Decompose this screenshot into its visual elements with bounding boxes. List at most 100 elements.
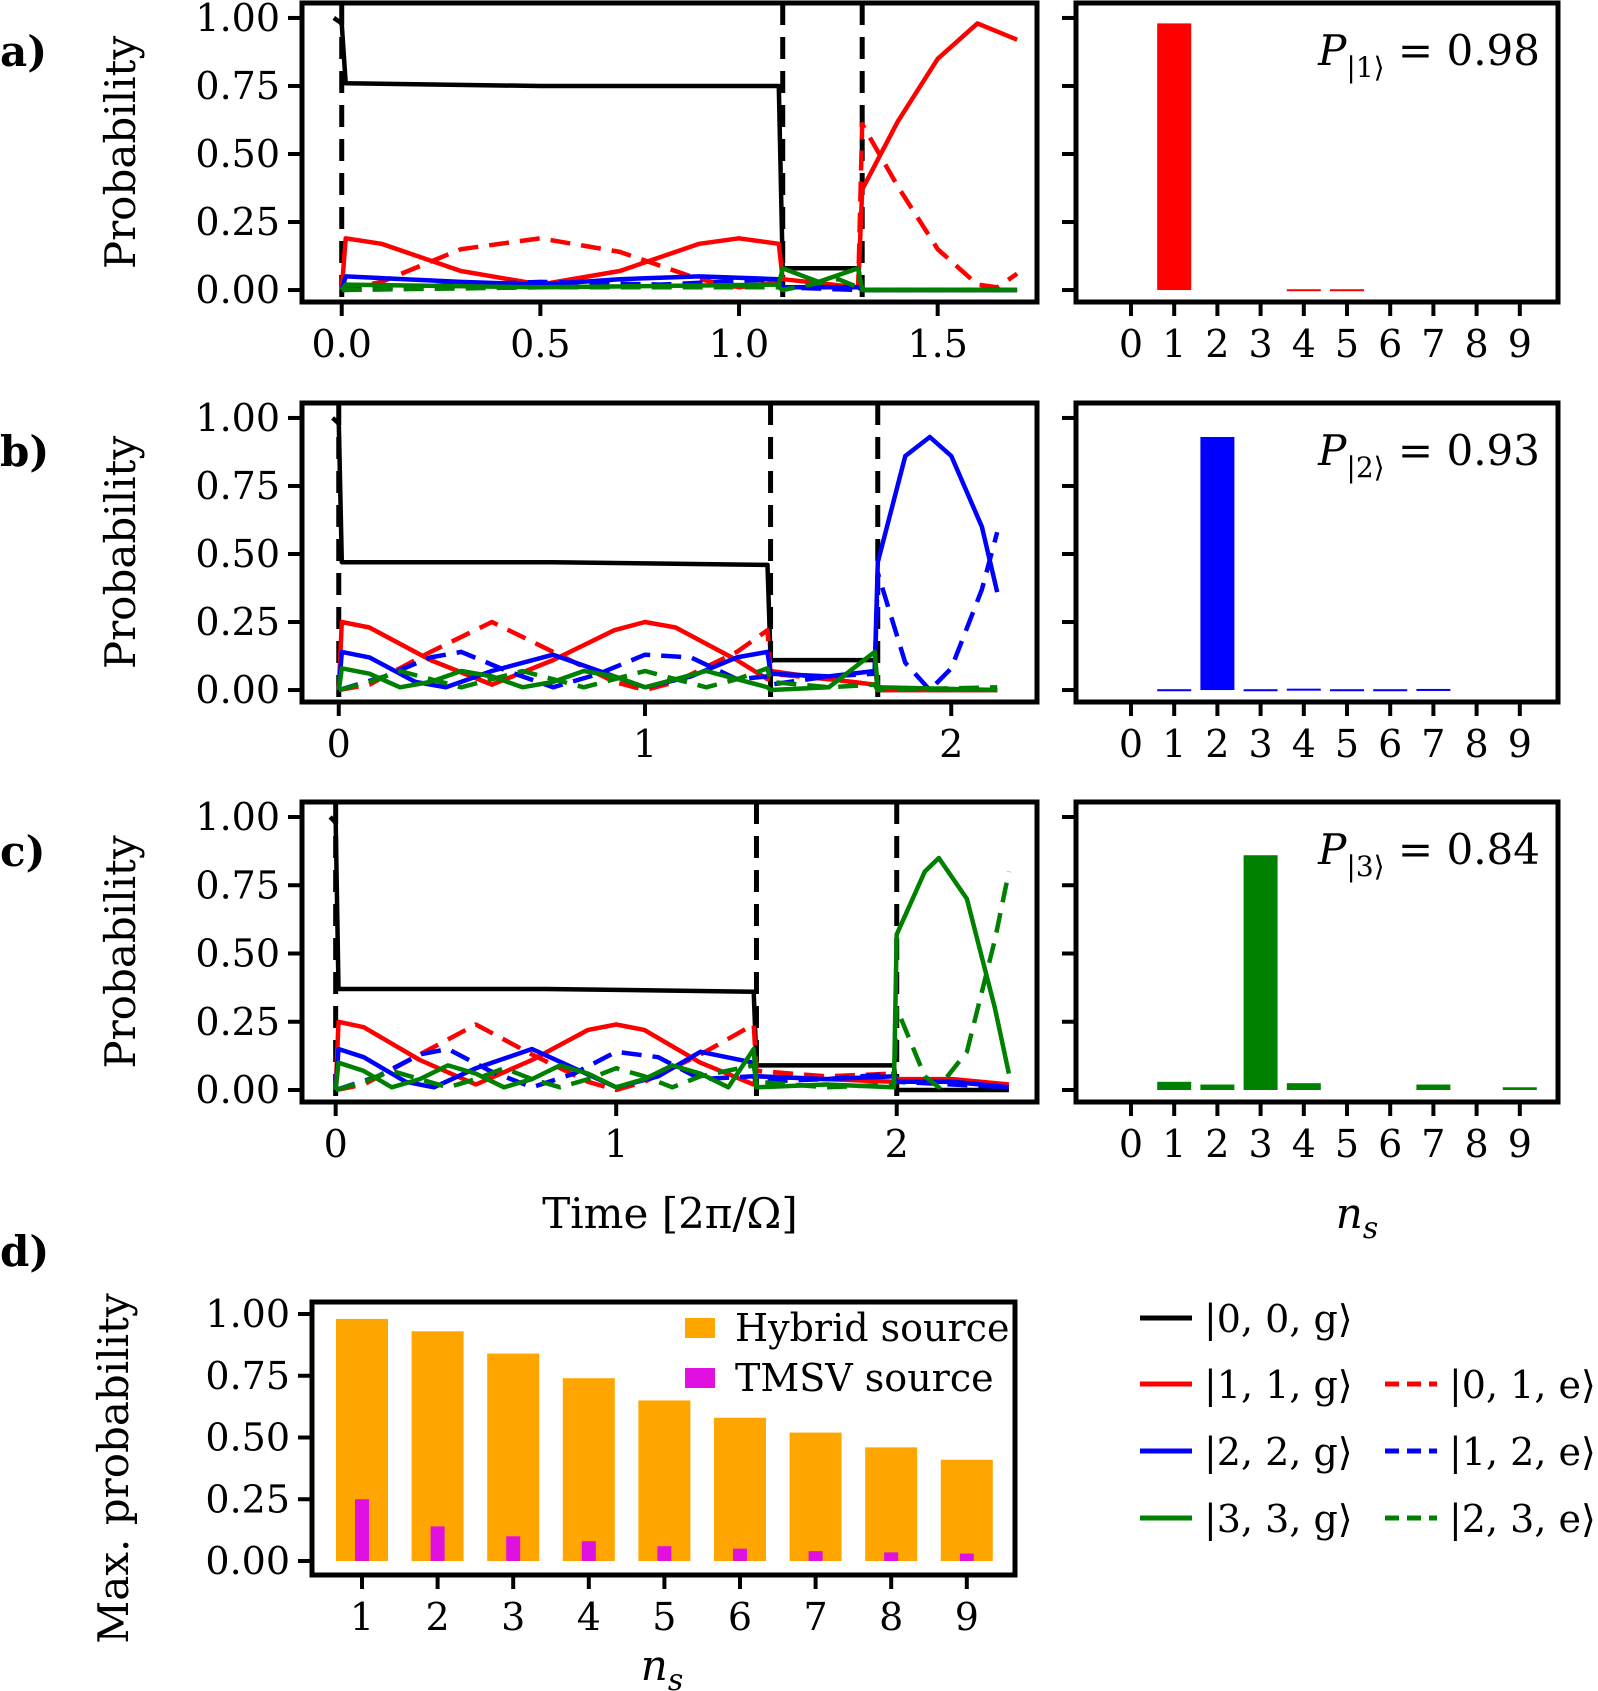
x-tick-label: 5 [1335,322,1359,366]
annotation-subscript: |3⟩ [1346,850,1384,883]
x-tick-label: 9 [955,1595,979,1639]
annotation-subscript: |1⟩ [1346,51,1384,84]
x-tick-label: 2 [1205,1122,1229,1166]
bar [1416,1084,1451,1090]
plots-layer: 0.00 0.25 0.50 0.75 1.00 0.0 0.5 1.0 1.5 Probabil… [89,0,1561,1644]
panel-letter-b: b) [0,427,49,476]
x-tick-label: 7 [1421,322,1445,366]
y-tick-label: 0.50 [205,1416,290,1460]
x-tick-label: 8 [1465,722,1489,766]
annotation-symbol: P [1317,26,1347,75]
series-line [338,619,998,693]
axes-frame [299,0,1040,305]
y-tick-label: 0.50 [195,132,280,176]
bar [1373,689,1408,692]
bar [1157,689,1192,692]
max-probability-chart: 0.00 0.25 0.50 0.75 1.00 1 2 3 4 5 6 7 8 9 Max. probab… [89,1292,1018,1644]
x-tick-label: 1 [1162,322,1186,366]
y-tick-label: 0.75 [195,64,280,108]
x-tick-label: 6 [1378,1122,1402,1166]
x-tick-label: 0.5 [510,322,570,366]
x-tick-label: 5 [1335,1122,1359,1166]
probability-annotation: P|1⟩ = 0.98 [1317,26,1540,84]
y-tick-label: 1.00 [195,0,280,40]
x-tick-label: 6 [1378,322,1402,366]
bar-tmsv-source [884,1552,899,1561]
y-tick-label: 0.00 [195,268,280,312]
y-tick-label: 1.00 [195,396,280,440]
state-legend: |0, 0, g⟩ |1, 1, g⟩ |0, 1, e⟩ |2, 2, g⟩ |1, … [1140,1297,1596,1541]
probability-annotation: P|3⟩ = 0.84 [1317,825,1540,883]
plot-area [331,403,1000,702]
line-chart-2: 0.00 0.25 0.50 0.75 1.00 0 1 2 Probability [96,396,1040,766]
y-tick-label: 1.00 [195,795,280,839]
legend-label: |0, 1, e⟩ [1449,1363,1596,1407]
y-tick-label: 0.75 [195,863,280,907]
bar-tmsv-source [430,1526,445,1561]
x-tick-label: 4 [577,1595,601,1639]
plot-area [332,3,1019,302]
y-tick-label: 1.00 [205,1292,290,1336]
ns-axis-label-top-sub: s [1363,1211,1378,1246]
series-line [332,16,1018,293]
x-tick-label: 8 [1465,322,1489,366]
panel-letter-a: a) [0,27,47,76]
line-chart-4: 0.00 0.25 0.50 0.75 1.00 0 1 2 Probability [96,795,1040,1166]
legend-label: |0, 0, g⟩ [1204,1297,1353,1341]
x-tick-label: 1.0 [709,322,769,366]
ns-axis-label-bottom-sub: s [668,1663,683,1691]
legend-label: |2, 2, g⟩ [1204,1430,1353,1474]
y-tick-label: 0.50 [195,532,280,576]
bar-chart-5: 0 1 2 3 4 5 6 7 8 9 P|3⟩ = 0.84 [1062,799,1561,1166]
plot-area [328,802,1012,1102]
axes-frame [1073,799,1561,1105]
x-tick-label: 4 [1292,1122,1316,1166]
series-line [339,266,1018,293]
x-tick-label: 1 [604,1122,628,1166]
legend-label: Hybrid source [735,1306,1009,1350]
x-tick-label: 0 [327,722,351,766]
x-tick-label: 9 [1508,1122,1532,1166]
bar-tmsv-source [581,1541,596,1561]
bar [1243,689,1278,692]
annotation-value: = 0.98 [1385,26,1540,75]
bar [1502,1087,1537,1090]
bar-hybrid-source [638,1400,691,1561]
series-line [335,871,1012,1093]
axes-frame [299,400,1040,705]
bar [1330,289,1364,292]
time-axis-label: Time [2π/Ω] [542,1189,798,1238]
x-tick-label: 0 [1119,722,1143,766]
x-tick-label: 5 [652,1595,676,1639]
x-tick-label: 3 [1249,1122,1273,1166]
y-tick-label: 0.25 [195,600,280,644]
x-tick-label: 7 [1421,1122,1445,1166]
bar-tmsv-source [506,1536,521,1561]
bar [1200,436,1235,691]
x-tick-label: 4 [1292,322,1316,366]
legend-label: |1, 1, g⟩ [1204,1363,1353,1407]
bar [1286,688,1321,691]
x-tick-label: 0 [1119,322,1143,366]
bar [1157,23,1192,291]
bar-hybrid-source [940,1459,993,1561]
x-tick-label: 2 [885,1122,909,1166]
y-tick-label: 0.00 [205,1539,290,1583]
x-tick-label: 2 [939,722,963,766]
y-tick-label: 0.50 [195,932,280,976]
x-tick-label: 0 [324,1122,348,1166]
series-line [341,121,1019,293]
bar [1200,1084,1235,1090]
y-tick-label: 0.00 [195,668,280,712]
y-tick-label: 0.25 [195,1000,280,1044]
series-line [339,274,1018,293]
legend-swatch [685,1318,715,1338]
bar-hybrid-source [789,1432,842,1561]
axes-frame [1073,400,1561,705]
x-tick-label: 2 [426,1595,450,1639]
series-line [338,666,998,693]
x-tick-label: 3 [1249,722,1273,766]
bar-tmsv-source [808,1551,823,1561]
x-tick-label: 7 [804,1595,828,1639]
